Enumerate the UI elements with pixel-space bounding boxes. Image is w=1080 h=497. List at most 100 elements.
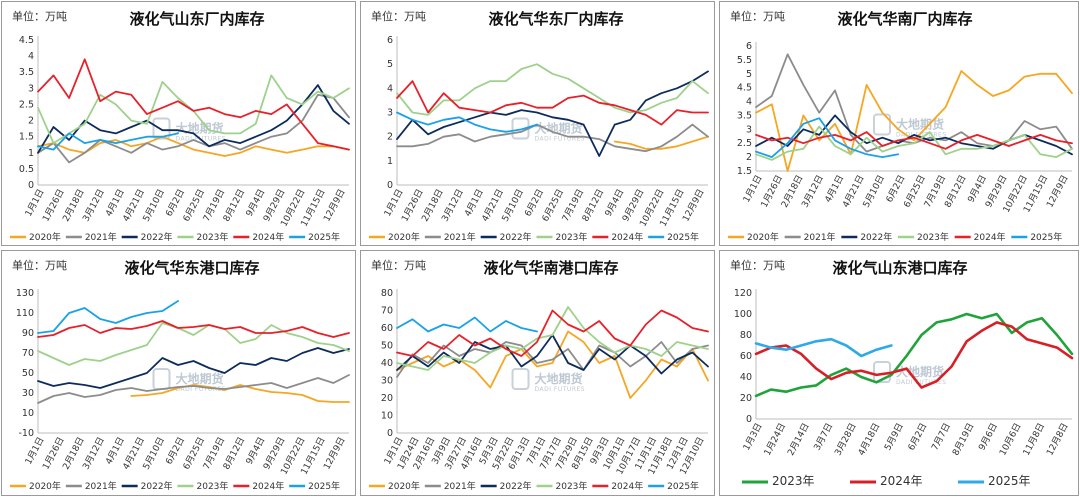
chart-panel-shandong-plant: 单位：万吨 液化气山东厂内库存 0 0.5 1 1.5 2 2.5 3 3.5 4 4.5 1月1日 1月… [1, 1, 356, 246]
y-tick-label: 100 [734, 309, 752, 320]
y-tick-label: 3.5 [19, 67, 34, 78]
legend-label: 2021年 [85, 231, 117, 243]
series-line-2022年 [37, 84, 350, 154]
series-line-2021年 [396, 123, 709, 153]
series-line-2020年 [755, 70, 1073, 172]
x-tick-label: 11月8日 [1021, 421, 1047, 457]
chart-svg: 单位：万吨 液化气华南厂内库存1.522.533.544.555.561月1日1月… [728, 9, 1073, 243]
x-tick-label: 6月2日 [884, 173, 908, 204]
x-tick-label: 10月6日 [997, 421, 1023, 457]
watermark-text: 大地期货 [176, 371, 224, 386]
y-tick-label: 3 [746, 124, 752, 135]
x-tick-label: 12月8日 [1044, 421, 1070, 457]
y-tick-label: 0 [387, 428, 393, 439]
chart-panel-huadong-plant: 单位：万吨 液化气华东厂内库存 0 1 2 3 4 5 6 1月1日 1月26日 2月18日 3月12日… [360, 1, 715, 246]
y-tick-label: 0 [387, 180, 393, 191]
series-line-2023年 [396, 63, 709, 116]
watermark-subtext: DADI FUTURES [896, 132, 947, 139]
y-tick-label: 60 [740, 351, 752, 362]
legend-label: 2023年 [772, 474, 815, 488]
series-line-2021年 [37, 374, 350, 404]
y-tick-label: 6 [746, 41, 752, 52]
series-line-2025年 [755, 117, 900, 158]
y-tick-label: 3.5 [737, 110, 752, 121]
x-tick-label: 6月2日 [906, 421, 930, 452]
chart-svg: 单位：万吨 液化气山东港口库存 0 20 40 60 80 100 120 1月3日1月24日2月… [730, 258, 1074, 488]
legend-label: 2021年 [804, 231, 836, 243]
legend-label: 2021年 [85, 480, 117, 492]
legend-label: 2024年 [611, 231, 643, 243]
watermark-text: 大地期货 [535, 121, 583, 136]
legend-label: 2022年 [500, 231, 532, 243]
chart-title: 液化气华南港口库存 [483, 259, 618, 277]
x-tick-label: 7月7日 [929, 421, 953, 452]
y-tick-label: 10 [22, 408, 34, 419]
y-tick-label: 40 [381, 358, 393, 369]
legend-label: 2025年 [667, 480, 699, 492]
y-tick-label: 2 [28, 116, 34, 127]
series-line-2024年 [754, 321, 1074, 389]
series-line-2025年 [37, 300, 179, 334]
series-line-2022年 [396, 334, 709, 375]
legend-label: 2023年 [556, 231, 588, 243]
legend-label: 2021年 [444, 480, 476, 492]
x-tick-label: 4月1日 [823, 173, 847, 204]
y-tick-label: 40 [740, 372, 752, 383]
y-tick-label: 20 [381, 393, 393, 404]
y-tick-label: 130 [16, 288, 34, 299]
series-line-2023年 [396, 306, 709, 371]
y-tick-label: 0 [746, 414, 752, 425]
x-tick-label: 9月6日 [976, 421, 1000, 452]
y-tick-label: 0 [28, 180, 34, 191]
series-line-2023年 [37, 322, 350, 366]
series-line-2024年 [755, 131, 1073, 150]
x-tick-label: 8月19日 [950, 421, 976, 457]
legend-label: 2020年 [747, 231, 779, 243]
y-tick-label: 30 [22, 388, 34, 399]
series-line-2022年 [37, 347, 350, 389]
chart-panel-huadong-port: 单位：万吨 液化气华东港口库存 -10 10 30 50 70 90 110 130 1月1日 1月2… [1, 250, 356, 496]
y-tick-label: 5 [746, 69, 752, 80]
chart-panel-shandong-port: 单位：万吨 液化气山东港口库存 0 20 40 60 80 100 120 1月3日 1月24日 2月… [719, 250, 1079, 496]
legend-label: 2020年 [29, 231, 61, 243]
series-line-2021年 [396, 341, 709, 378]
legend-label: 2021年 [444, 231, 476, 243]
y-tick-label: 20 [740, 393, 752, 404]
series-line-2020年 [613, 135, 709, 150]
unit-label: 单位：万吨 [730, 258, 785, 272]
watermark-icon [152, 368, 171, 390]
x-tick-label: 5月9日 [882, 421, 906, 452]
y-tick-label: 1 [28, 148, 34, 159]
chart-svg: 单位：万吨 液化气华东港口库存-1010305070901101301月1日1月2… [10, 258, 350, 492]
legend-label: 2023年 [197, 480, 229, 492]
watermark-subtext: DADI FUTURES [896, 379, 947, 386]
x-tick-label: 1月1日 [741, 173, 765, 204]
legend-label: 2023年 [197, 231, 229, 243]
legend-label: 2025年 [308, 231, 340, 243]
unit-label: 单位：万吨 [730, 9, 785, 23]
y-tick-label: 5.5 [737, 55, 752, 66]
legend-label: 2023年 [917, 231, 949, 243]
chart-title: 液化气华东港口库存 [124, 259, 259, 277]
legend-label: 2025年 [308, 480, 340, 492]
series-line-2022年 [396, 70, 709, 157]
y-tick-label: 80 [740, 330, 752, 341]
y-tick-label: 1.5 [737, 166, 752, 177]
y-tick-label: 3 [387, 108, 393, 119]
y-tick-label: 60 [381, 323, 393, 334]
legend-label: 2020年 [388, 231, 420, 243]
y-tick-label: 6 [387, 35, 393, 46]
watermark-icon [511, 368, 530, 390]
series-line-2025年 [396, 111, 538, 133]
legend-label: 2022年 [500, 480, 532, 492]
series-line-2020年 [130, 384, 350, 403]
series-line-2021年 [37, 93, 350, 164]
y-tick-label: 50 [381, 341, 393, 352]
legend-label: 2022年 [141, 231, 173, 243]
series-line-2025年 [396, 316, 538, 333]
unit-label: 单位：万吨 [12, 258, 67, 272]
legend-label: 2024年 [252, 480, 284, 492]
y-tick-label: 3 [28, 83, 34, 94]
